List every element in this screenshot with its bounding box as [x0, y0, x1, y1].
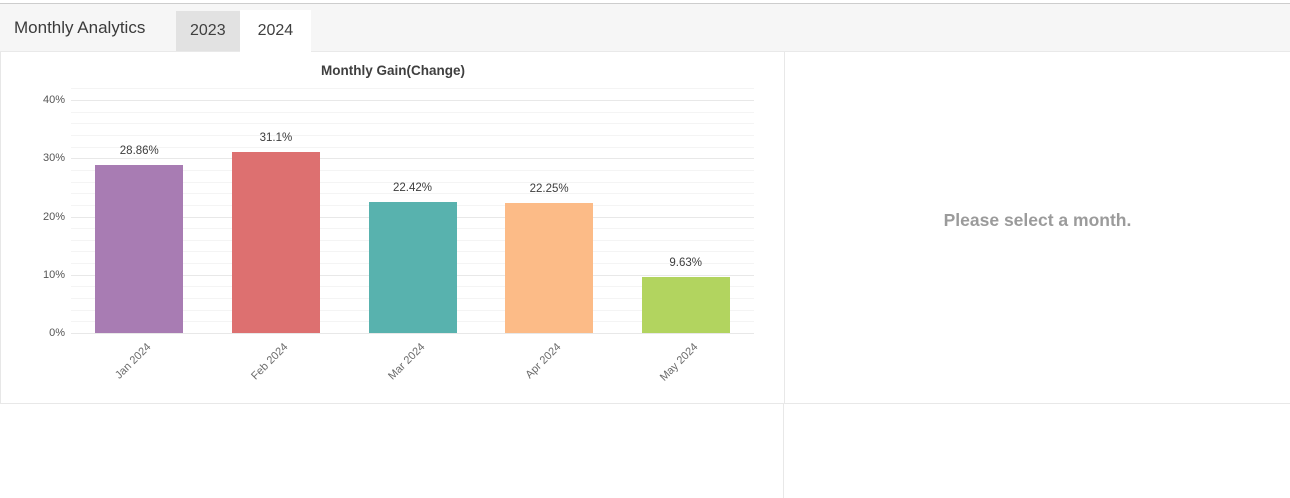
gridline-minor	[71, 88, 754, 90]
detail-panel: Please select a month.	[785, 52, 1290, 403]
bar-value-label: 28.86%	[119, 144, 159, 157]
y-axis-tick-label: 30%	[42, 152, 65, 165]
chart-panel: 0% 10% 20% 30% 40% 28.86% Jan 2024 31.1% Feb 202…	[1, 52, 785, 403]
y-axis-tick-label: 40%	[42, 94, 65, 106]
top-margin-strip	[0, 0, 1290, 3]
bottom-right-section	[784, 404, 1290, 498]
gridline-major	[71, 333, 754, 334]
bar-jan-2024[interactable]	[95, 164, 184, 333]
chart-title: Monthly Gain(Change)	[321, 63, 465, 78]
gridline-minor	[71, 181, 754, 183]
tab-2023[interactable]: 2023	[176, 11, 240, 51]
gridline-minor	[71, 134, 754, 136]
select-month-placeholder: Please select a month.	[943, 210, 1132, 230]
gridline-minor	[71, 146, 754, 148]
y-axis-tick-label: 20%	[42, 210, 65, 223]
y-axis-tick-label: 0%	[49, 327, 65, 339]
bar-value-label: 31.1%	[259, 131, 293, 144]
gridline-minor	[71, 169, 754, 171]
bottom-left-section	[0, 404, 784, 498]
gridline-major	[71, 158, 754, 160]
bar-chart-plot: 0% 10% 20% 30% 40% 28.86% Jan 2024 31.1% Feb 202…	[1, 52, 785, 403]
gridline-minor	[71, 111, 754, 113]
bottom-row	[0, 403, 1290, 498]
bar-may-2024[interactable]	[641, 276, 730, 333]
bar-mar-2024[interactable]	[368, 202, 457, 333]
bar-apr-2024[interactable]	[505, 203, 594, 333]
analytics-card: Monthly Analytics 2023 2024 0% 10% 20% 30% 4…	[0, 3, 1290, 498]
tab-2024[interactable]: 2024	[239, 10, 312, 52]
page-title: Monthly Analytics	[14, 17, 146, 37]
content-row: 0% 10% 20% 30% 40% 28.86% Jan 2024 31.1% Feb 202…	[0, 52, 1290, 403]
bar-value-label: 22.42%	[392, 182, 432, 195]
bar-value-label: 22.25%	[529, 183, 569, 196]
bar-value-label: 9.63%	[669, 256, 702, 269]
header-bar: Monthly Analytics 2023 2024	[0, 4, 1290, 52]
bar-feb-2024[interactable]	[231, 151, 320, 333]
y-axis-tick-label: 10%	[42, 268, 65, 281]
gridline-minor	[71, 193, 754, 195]
gridline-major	[71, 100, 754, 101]
gridline-minor	[71, 123, 754, 125]
